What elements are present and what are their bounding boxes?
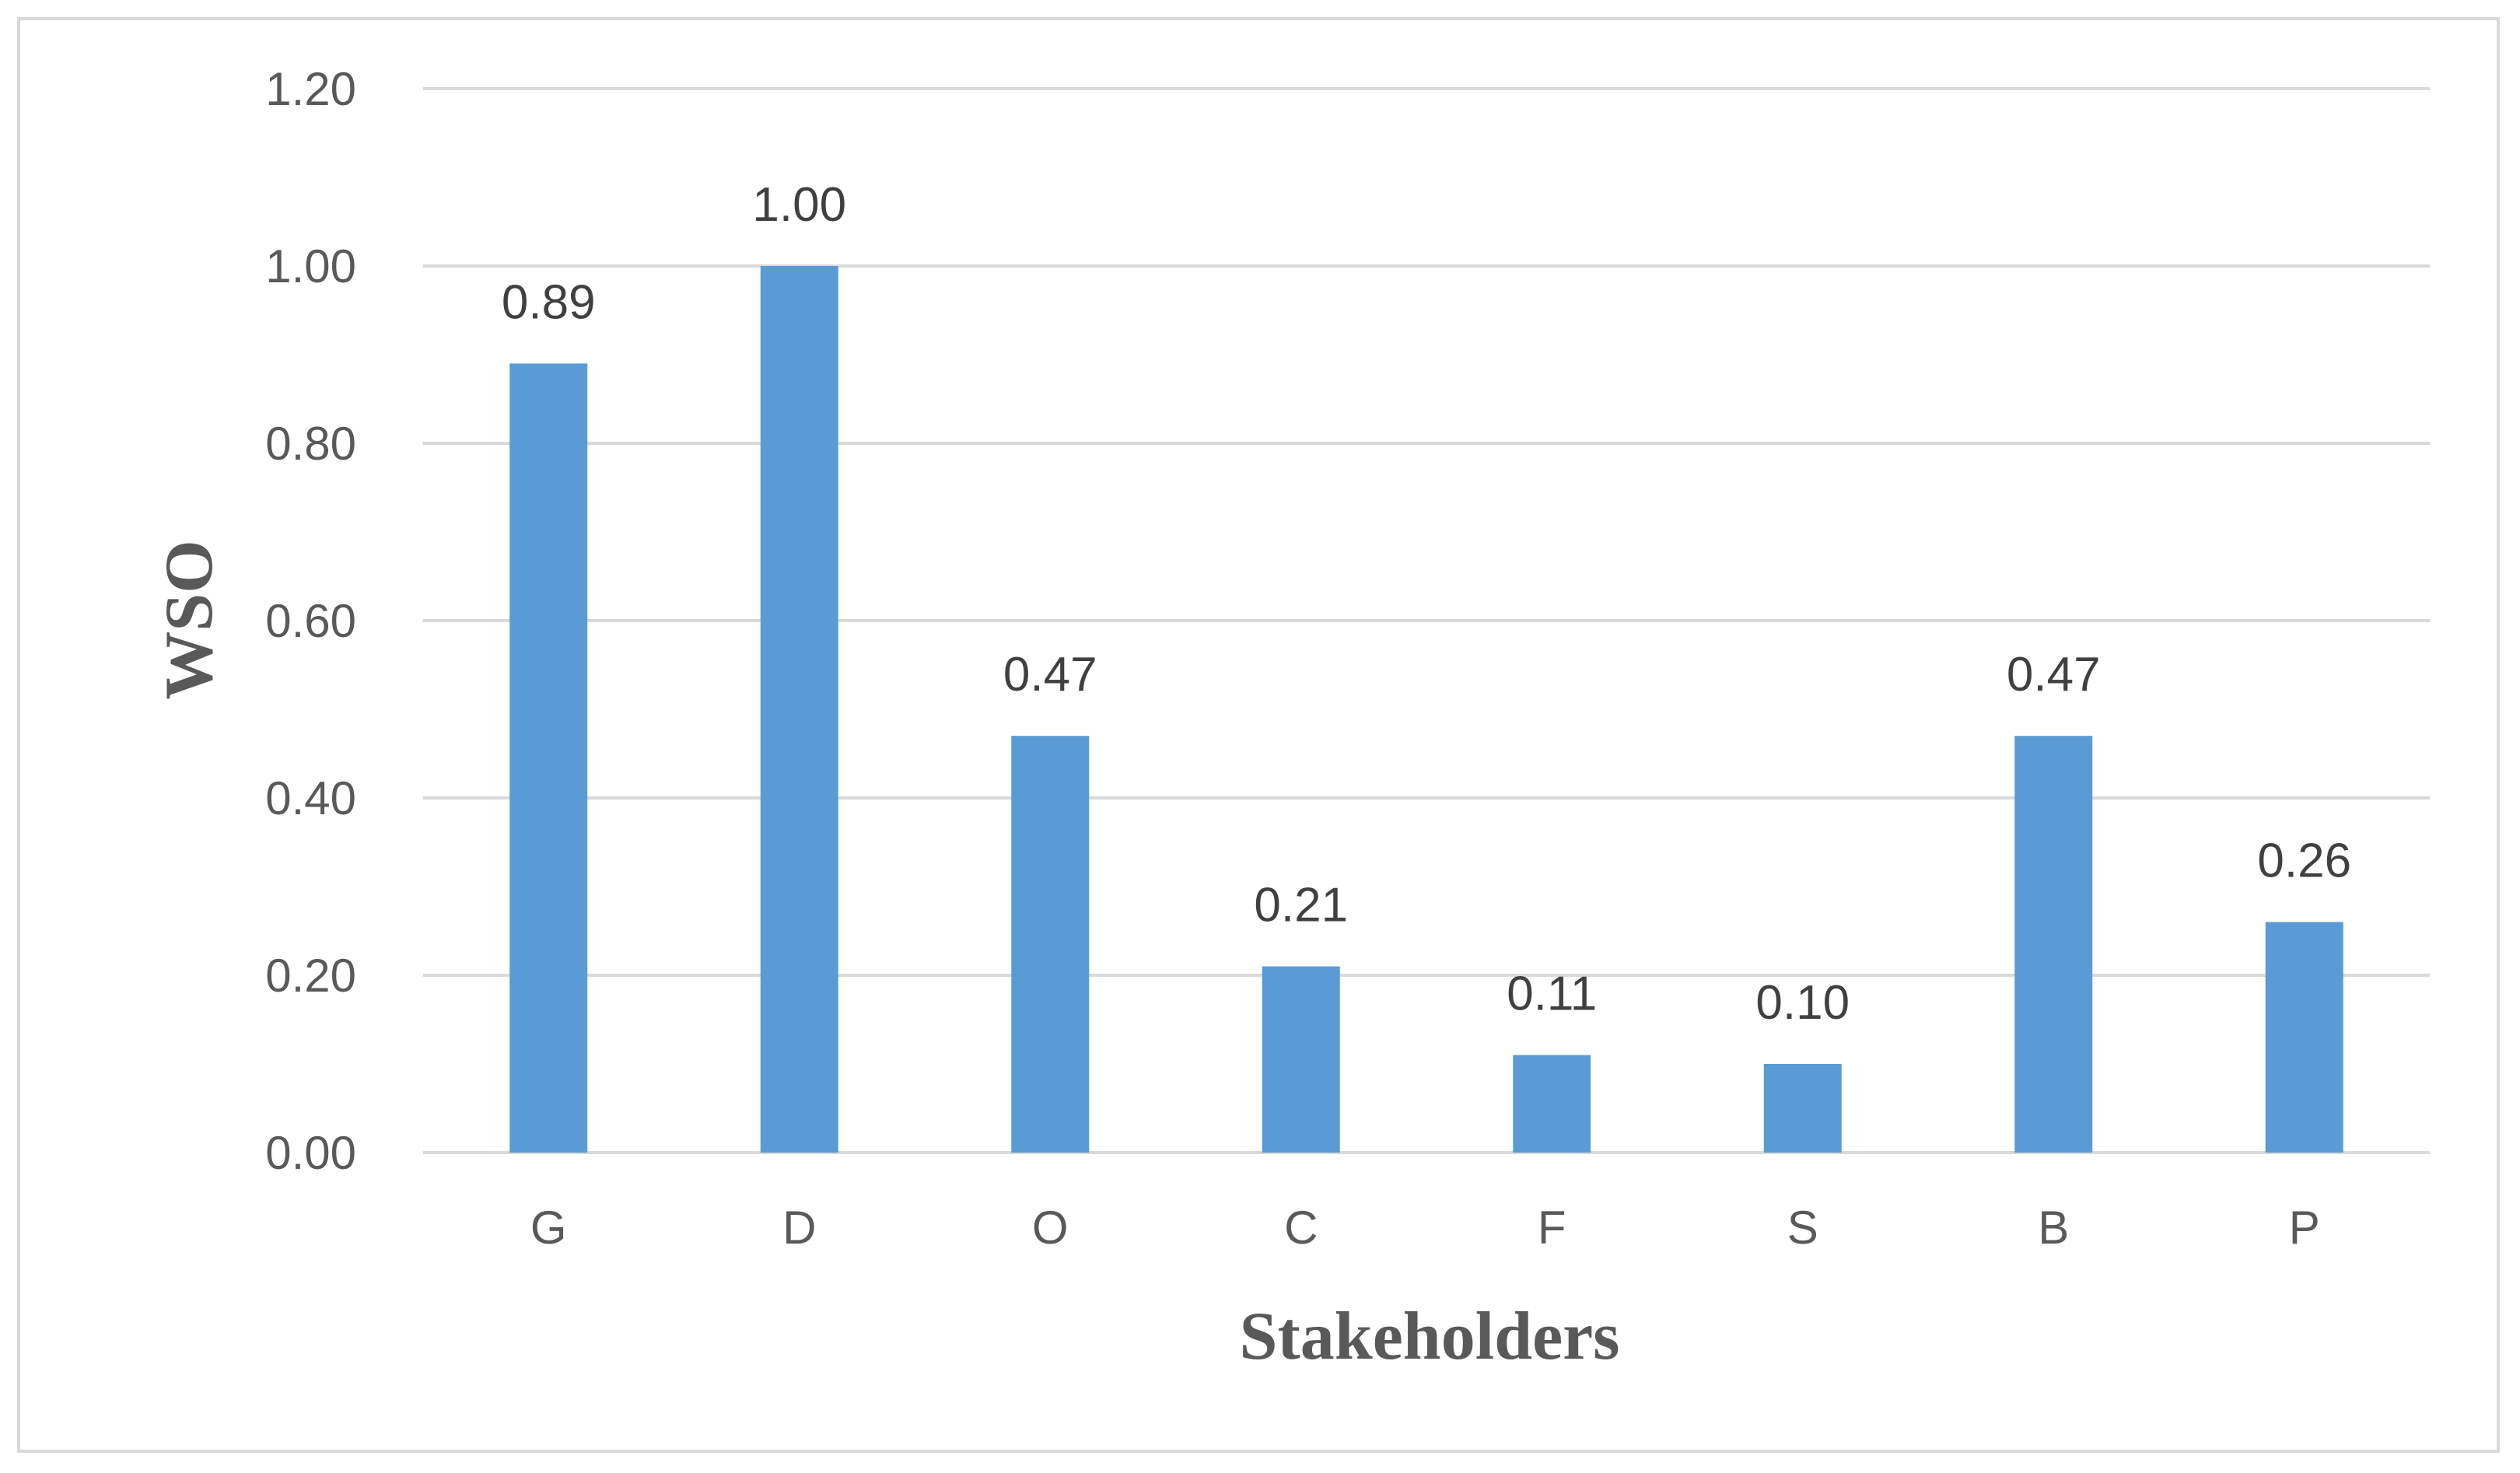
x-tick-label-o: O [1032, 1202, 1069, 1254]
data-label-g: 0.89 [502, 275, 596, 329]
chart-frame [17, 17, 2500, 1453]
y-tick-label: 0.80 [265, 418, 356, 470]
bar-f [1513, 1055, 1591, 1153]
bar-b [2014, 736, 2093, 1153]
y-tick-label: 0.00 [265, 1127, 356, 1179]
y-tick-label: 0.60 [265, 595, 356, 647]
bar-g [509, 363, 588, 1153]
x-axis-title: Stakeholders [1240, 1299, 1620, 1374]
x-tick-label-b: B [2038, 1202, 2069, 1254]
y-axis-ticks: 0.00 0.20 0.40 0.60 0.80 1.00 1.20 [265, 63, 356, 1179]
bar-d [760, 266, 838, 1153]
bar-p [2265, 922, 2343, 1153]
data-label-b: 0.47 [2007, 648, 2101, 702]
x-tick-label-f: F [1538, 1202, 1566, 1254]
data-label-s: 0.10 [1755, 976, 1850, 1030]
bars [509, 266, 2343, 1153]
bar-c [1262, 966, 1340, 1153]
gridlines [423, 87, 2430, 1154]
data-label-d: 1.00 [752, 178, 846, 232]
x-tick-label-s: S [1787, 1202, 1818, 1254]
x-tick-label-d: D [782, 1202, 816, 1254]
x-tick-label-g: G [530, 1202, 567, 1254]
x-tick-label-c: C [1284, 1202, 1318, 1254]
y-axis-title: WSO [152, 540, 227, 699]
y-tick-label: 0.40 [265, 772, 356, 824]
data-label-o: 0.47 [1003, 648, 1097, 702]
bar-o [1011, 736, 1090, 1153]
data-label-c: 0.21 [1254, 879, 1348, 932]
data-label-f: 0.11 [1507, 967, 1597, 1021]
x-tick-label-p: P [2289, 1202, 2320, 1254]
data-label-p: 0.26 [2257, 834, 2351, 888]
data-labels: 0.89 1.00 0.47 0.21 0.11 0.10 0.47 0.26 [502, 178, 2351, 1030]
y-tick-label: 0.20 [265, 950, 356, 1002]
bar-s [1763, 1064, 1842, 1153]
y-tick-label: 1.20 [265, 63, 356, 115]
y-tick-label: 1.00 [265, 240, 356, 292]
